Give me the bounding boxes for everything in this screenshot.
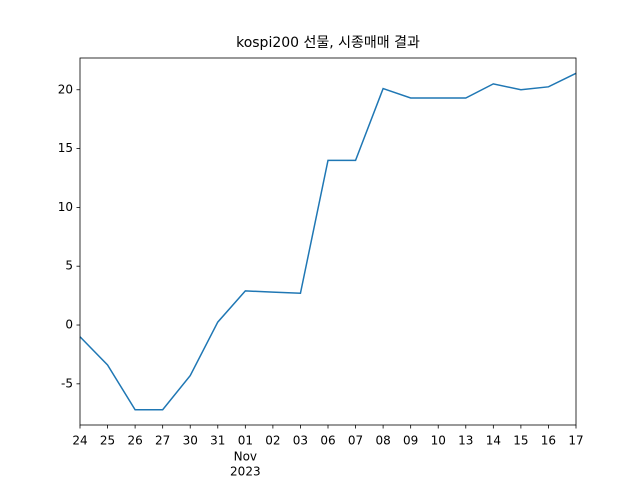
x-tick-label: 26 bbox=[127, 434, 142, 448]
x-tick-label: 01 bbox=[238, 434, 253, 448]
x-tick-label: 08 bbox=[375, 434, 390, 448]
y-tick-label: 15 bbox=[58, 141, 73, 155]
x-tick-label: 15 bbox=[513, 434, 528, 448]
y-tick-label: 5 bbox=[65, 259, 73, 273]
x-tick-label: 17 bbox=[568, 434, 583, 448]
x-tick-label: 30 bbox=[183, 434, 198, 448]
x-tick-label: 14 bbox=[486, 434, 501, 448]
y-tick-label: 20 bbox=[58, 82, 73, 96]
plot-frame bbox=[79, 57, 577, 426]
y-tick-label: -5 bbox=[61, 376, 73, 390]
x-year-label: 2023 bbox=[230, 465, 261, 479]
x-tick-label: 13 bbox=[458, 434, 473, 448]
x-tick-label: 03 bbox=[293, 434, 308, 448]
line-series bbox=[79, 72, 577, 411]
x-tick-label: 09 bbox=[403, 434, 418, 448]
y-tick-label: 10 bbox=[58, 200, 73, 214]
x-tick-label: 24 bbox=[72, 434, 87, 448]
x-tick-label: 06 bbox=[320, 434, 335, 448]
x-tick-label: 07 bbox=[348, 434, 363, 448]
x-tick-label: 10 bbox=[431, 434, 446, 448]
x-tick-label: 31 bbox=[210, 434, 225, 448]
x-tick-label: 02 bbox=[265, 434, 280, 448]
x-tick-label: 25 bbox=[100, 434, 115, 448]
chart-title: kospi200 선물, 시종매매 결과 bbox=[236, 35, 420, 51]
x-tick-label: 27 bbox=[155, 434, 170, 448]
x-month-label: Nov bbox=[234, 450, 257, 464]
y-tick-label: 0 bbox=[65, 318, 73, 332]
x-tick-label: 16 bbox=[541, 434, 556, 448]
